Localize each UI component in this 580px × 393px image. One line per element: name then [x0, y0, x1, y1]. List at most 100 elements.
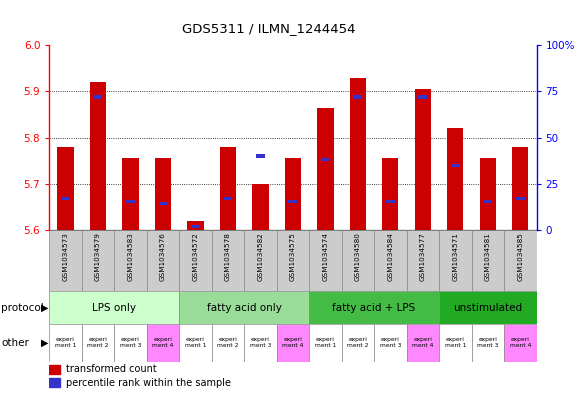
- Bar: [439, 230, 472, 291]
- Text: experi
ment 4: experi ment 4: [282, 338, 303, 348]
- Bar: [223, 197, 233, 200]
- Bar: [309, 324, 342, 362]
- Bar: [179, 291, 309, 324]
- Bar: [374, 230, 407, 291]
- Text: GSM1034578: GSM1034578: [225, 232, 231, 281]
- Text: GSM1034572: GSM1034572: [193, 232, 198, 281]
- Bar: [158, 202, 168, 205]
- Text: fatty acid only: fatty acid only: [206, 303, 282, 312]
- Bar: [309, 291, 439, 324]
- Bar: [212, 230, 244, 291]
- Text: GDS5311 / ILMN_1244454: GDS5311 / ILMN_1244454: [182, 22, 356, 35]
- Text: experi
ment 4: experi ment 4: [153, 338, 173, 348]
- Bar: [57, 147, 74, 230]
- Text: ▶: ▶: [41, 303, 48, 312]
- Bar: [480, 158, 496, 230]
- Bar: [114, 230, 147, 291]
- Bar: [49, 230, 82, 291]
- Bar: [407, 230, 439, 291]
- Bar: [472, 324, 504, 362]
- Bar: [374, 324, 407, 362]
- Text: transformed count: transformed count: [66, 364, 157, 374]
- Bar: [447, 128, 463, 230]
- Bar: [353, 95, 362, 99]
- Text: protocol: protocol: [1, 303, 44, 312]
- Bar: [317, 108, 334, 230]
- Bar: [49, 378, 60, 387]
- Bar: [61, 197, 70, 200]
- Bar: [277, 230, 309, 291]
- Text: fatty acid + LPS: fatty acid + LPS: [332, 303, 416, 312]
- Bar: [504, 230, 536, 291]
- Text: experi
ment 4: experi ment 4: [510, 338, 531, 348]
- Bar: [439, 291, 536, 324]
- Bar: [386, 200, 395, 203]
- Bar: [90, 82, 106, 230]
- Text: GSM1034574: GSM1034574: [322, 232, 328, 281]
- Text: GSM1034583: GSM1034583: [128, 232, 133, 281]
- Text: experi
ment 3: experi ment 3: [250, 338, 271, 348]
- Bar: [512, 147, 528, 230]
- Text: experi
ment 3: experi ment 3: [380, 338, 401, 348]
- Text: LPS only: LPS only: [92, 303, 136, 312]
- Bar: [516, 197, 525, 200]
- Text: GSM1034584: GSM1034584: [387, 232, 393, 281]
- Bar: [155, 158, 171, 230]
- Bar: [288, 200, 298, 203]
- Bar: [212, 324, 244, 362]
- Text: GSM1034577: GSM1034577: [420, 232, 426, 281]
- Text: GSM1034571: GSM1034571: [452, 232, 458, 281]
- Bar: [277, 324, 309, 362]
- Text: GSM1034573: GSM1034573: [63, 232, 68, 281]
- Text: unstimulated: unstimulated: [453, 303, 523, 312]
- Bar: [350, 77, 366, 230]
- Bar: [451, 163, 460, 167]
- Bar: [483, 200, 492, 203]
- Bar: [191, 224, 200, 228]
- Text: experi
ment 3: experi ment 3: [120, 338, 141, 348]
- Bar: [220, 147, 236, 230]
- Bar: [82, 324, 114, 362]
- Text: GSM1034575: GSM1034575: [290, 232, 296, 281]
- Bar: [114, 324, 147, 362]
- Text: GSM1034580: GSM1034580: [355, 232, 361, 281]
- Text: ▶: ▶: [41, 338, 48, 348]
- Bar: [439, 324, 472, 362]
- Text: experi
ment 1: experi ment 1: [314, 338, 336, 348]
- Text: GSM1034582: GSM1034582: [258, 232, 263, 281]
- Bar: [82, 230, 114, 291]
- Bar: [415, 89, 431, 230]
- Bar: [309, 230, 342, 291]
- Text: other: other: [1, 338, 29, 348]
- Bar: [321, 158, 330, 162]
- Bar: [147, 324, 179, 362]
- Text: GSM1034576: GSM1034576: [160, 232, 166, 281]
- Bar: [93, 95, 103, 99]
- Bar: [187, 220, 204, 230]
- Bar: [504, 324, 536, 362]
- Text: experi
ment 2: experi ment 2: [347, 338, 369, 348]
- Text: GSM1034585: GSM1034585: [517, 232, 523, 281]
- Text: GSM1034579: GSM1034579: [95, 232, 101, 281]
- Text: experi
ment 1: experi ment 1: [184, 338, 206, 348]
- Bar: [252, 184, 269, 230]
- Bar: [244, 324, 277, 362]
- Bar: [49, 365, 60, 374]
- Text: experi
ment 4: experi ment 4: [412, 338, 433, 348]
- Text: experi
ment 1: experi ment 1: [444, 338, 466, 348]
- Text: experi
ment 2: experi ment 2: [217, 338, 239, 348]
- Text: experi
ment 2: experi ment 2: [87, 338, 109, 348]
- Bar: [179, 230, 212, 291]
- Bar: [472, 230, 504, 291]
- Bar: [342, 230, 374, 291]
- Bar: [147, 230, 179, 291]
- Bar: [382, 158, 398, 230]
- Bar: [49, 291, 179, 324]
- Bar: [126, 200, 135, 203]
- Bar: [122, 158, 139, 230]
- Bar: [418, 95, 427, 99]
- Bar: [342, 324, 374, 362]
- Text: percentile rank within the sample: percentile rank within the sample: [66, 378, 231, 388]
- Bar: [49, 324, 82, 362]
- Bar: [179, 324, 212, 362]
